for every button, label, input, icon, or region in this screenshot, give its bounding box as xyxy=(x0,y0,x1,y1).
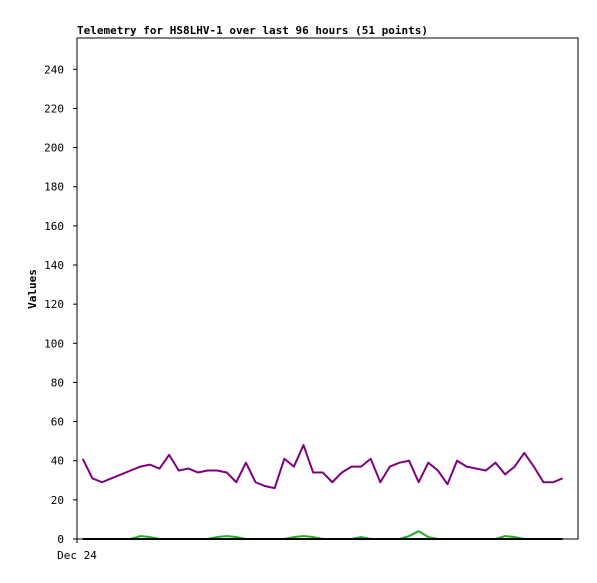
y-tick-label: 60 xyxy=(51,416,64,429)
y-tick-label: 100 xyxy=(44,337,64,350)
series-line xyxy=(81,444,564,490)
chart-title: Telemetry for HS8LHV-1 over last 96 hour… xyxy=(77,24,428,37)
y-tick-label: 0 xyxy=(57,533,64,546)
series-line xyxy=(82,530,563,540)
y-tick-label: 20 xyxy=(51,494,64,507)
y-tick-label: 80 xyxy=(51,376,64,389)
y-tick-label: 240 xyxy=(44,63,64,76)
y-tick-label: 160 xyxy=(44,220,64,233)
y-tick-label: 140 xyxy=(44,259,64,272)
y-tick-label: 200 xyxy=(44,142,64,155)
y-tick-label: 180 xyxy=(44,181,64,194)
x-tick-label: Dec 24 xyxy=(57,549,97,562)
plot-frame xyxy=(76,37,579,540)
y-tick-label: 120 xyxy=(44,298,64,311)
y-tick-label: 220 xyxy=(44,102,64,115)
y-axis-label: Values xyxy=(26,269,39,309)
y-tick-label: 40 xyxy=(51,455,64,468)
